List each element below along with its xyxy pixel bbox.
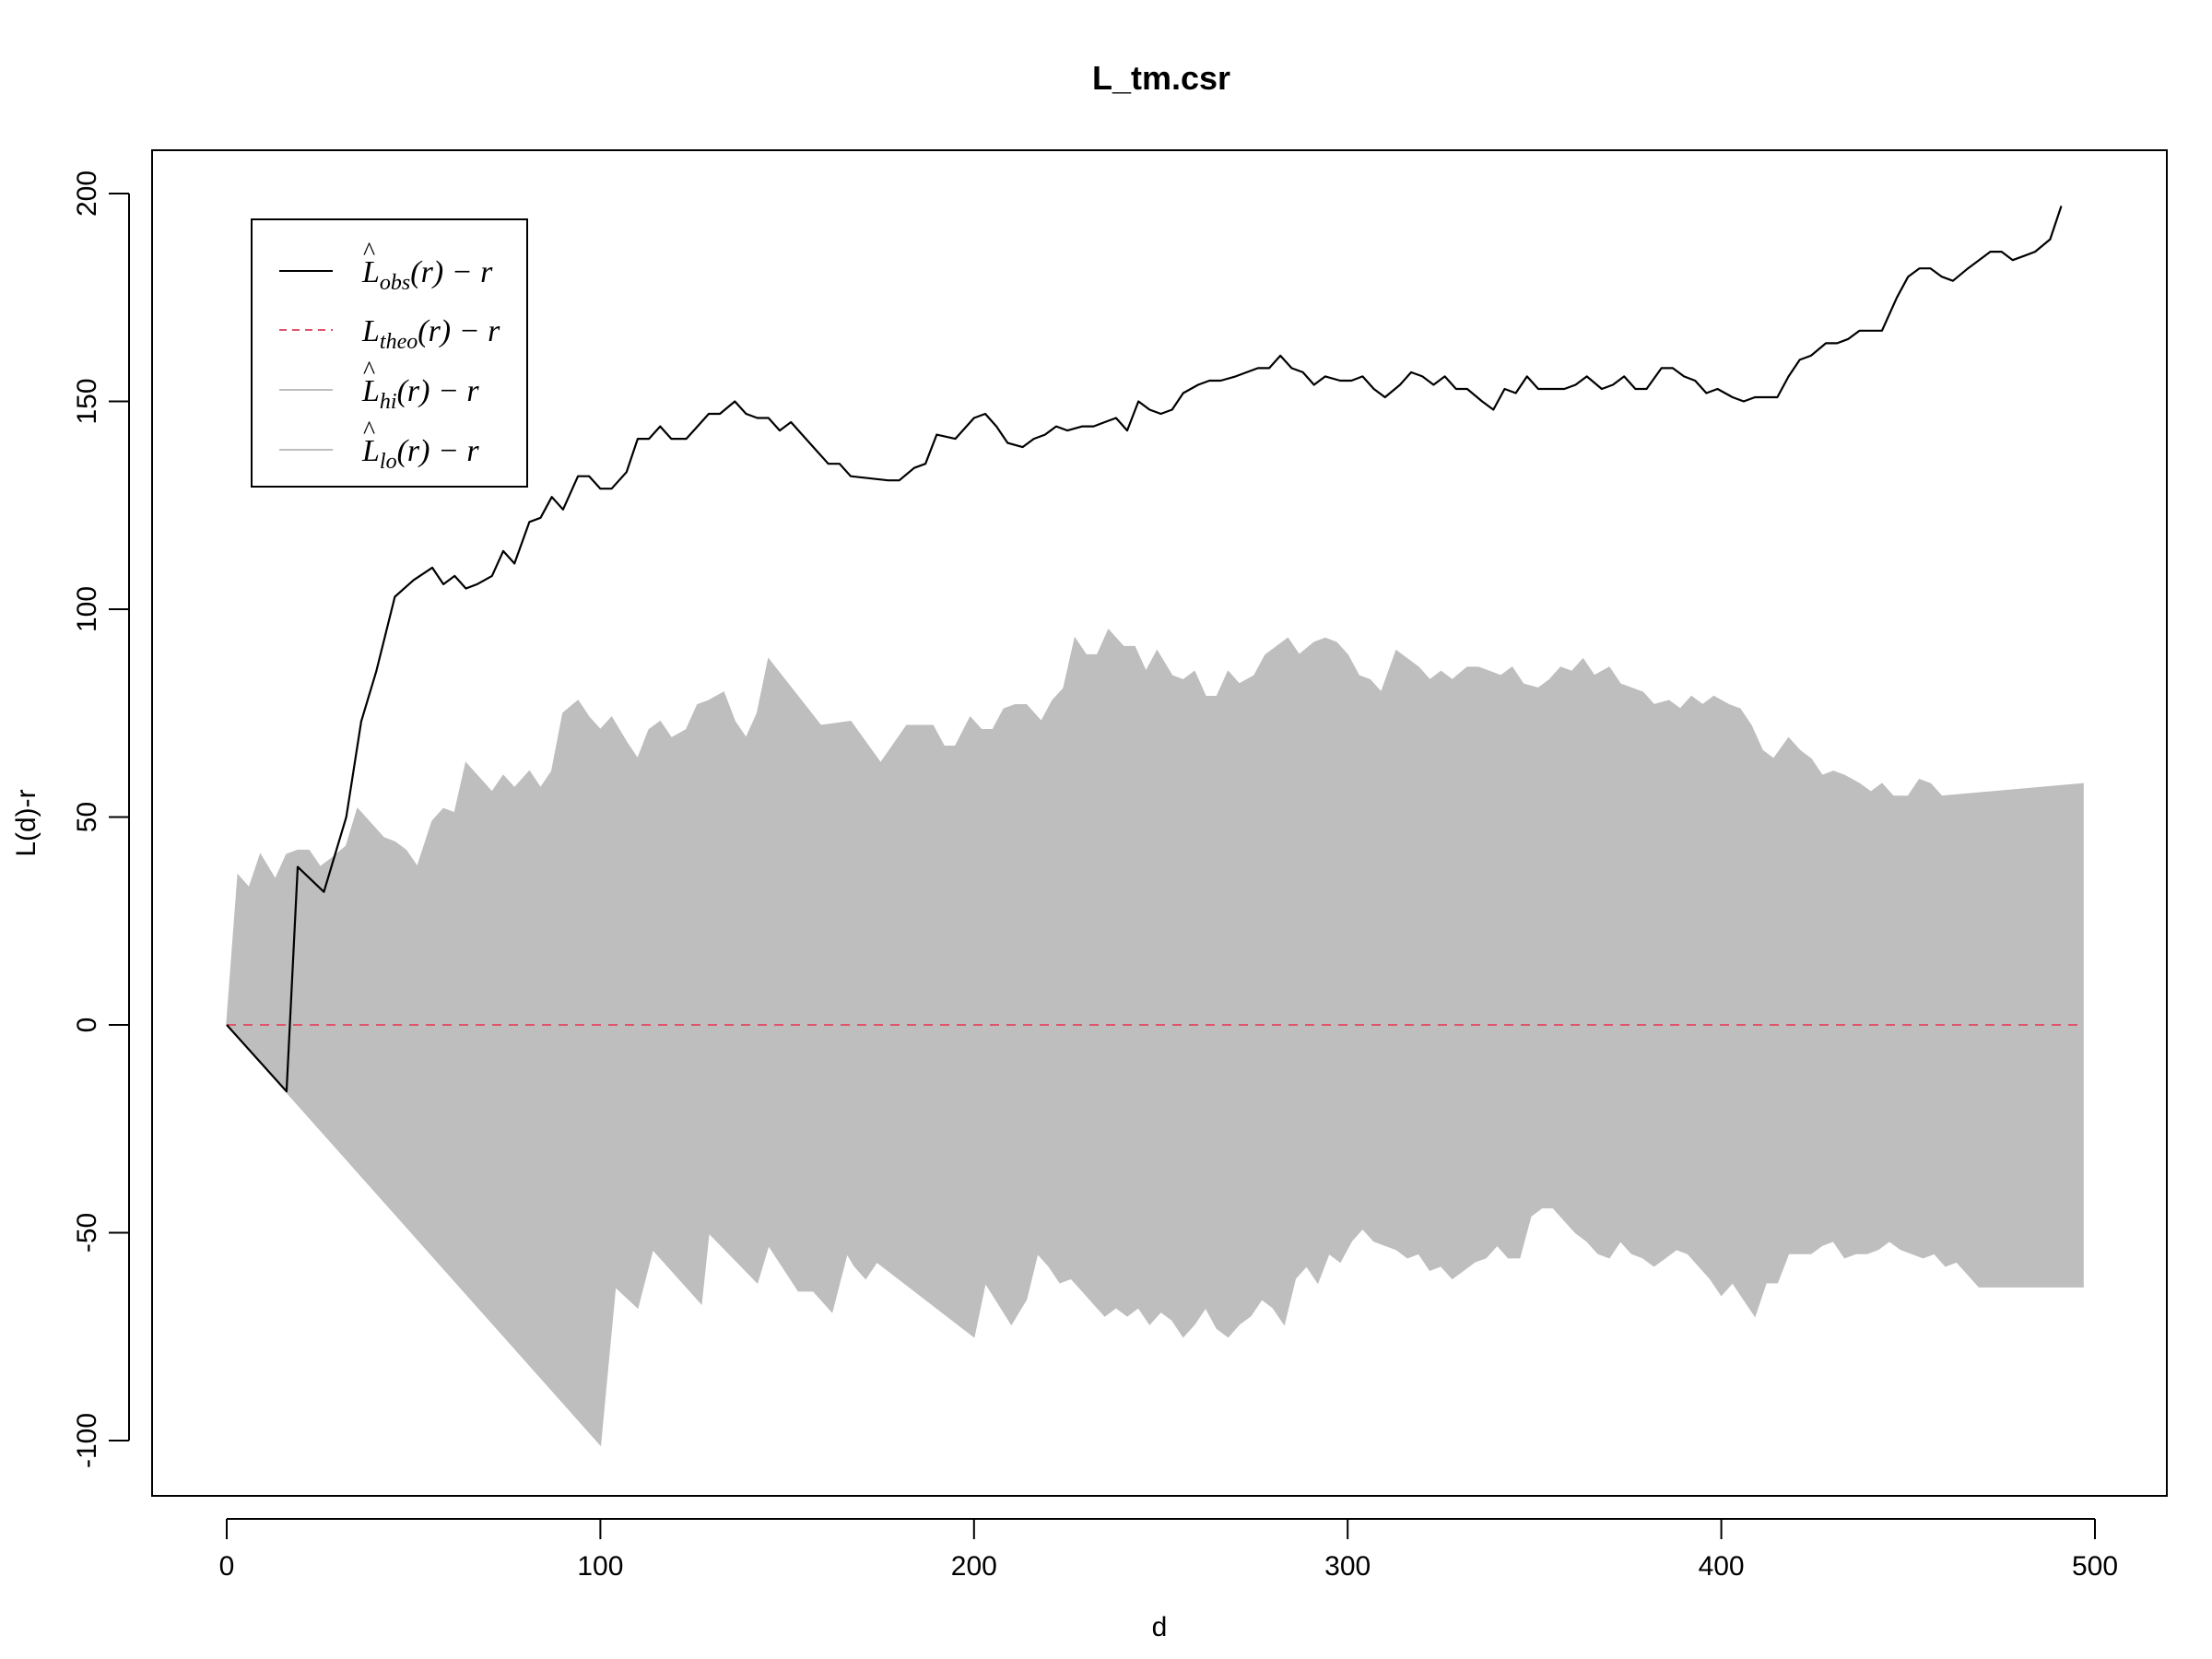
series-line-obs xyxy=(226,206,2063,1093)
legend-entry: Ltheo(r) − r xyxy=(279,314,500,354)
x-axis: 0 100 200 300 400 500 xyxy=(219,1518,2118,1582)
x-tick-label: 500 xyxy=(2072,1551,2118,1582)
legend-label: Lhi(r) − r xyxy=(361,374,479,414)
legend-subscript: obs xyxy=(380,271,410,295)
legend-entry: Llo(r) − r^ xyxy=(279,417,479,474)
legend-box xyxy=(251,218,528,488)
legend-suffix: (r) − r xyxy=(397,374,480,408)
legend-suffix: (r) − r xyxy=(397,434,480,468)
plot-frame xyxy=(151,149,2168,1497)
legend-entry: Lhi(r) − r^ xyxy=(279,357,479,414)
legend-subscript: lo xyxy=(380,450,397,474)
legend-suffix: (r) − r xyxy=(410,255,493,289)
legend-label: Llo(r) − r xyxy=(361,434,479,474)
series-layer xyxy=(226,206,2084,1093)
legend-subscript: hi xyxy=(380,390,397,414)
legend-hat: ^ xyxy=(363,238,375,266)
x-tick-label: 100 xyxy=(577,1551,623,1582)
y-tick-label: 50 xyxy=(72,802,102,832)
series-line-lo xyxy=(226,1024,2084,1447)
legend-label: Ltheo(r) − r xyxy=(361,314,500,354)
legend-suffix: (r) − r xyxy=(418,314,500,348)
series-line-hi xyxy=(226,629,2084,1026)
y-axis: -100 -50 0 50 100 150 200 xyxy=(72,171,130,1468)
legend-entry: Lobs(r) − r^ xyxy=(279,238,493,295)
legend-hat: ^ xyxy=(363,357,375,385)
y-tick-label: 0 xyxy=(72,1018,102,1033)
chart-title: L_tm.csr xyxy=(1092,59,1230,97)
legend-symbol: L xyxy=(361,314,380,348)
y-axis-label: L(d)-r xyxy=(11,789,41,856)
y-tick-label: 150 xyxy=(72,378,102,424)
legend-label: Lobs(r) − r xyxy=(361,255,493,295)
y-tick-label: -100 xyxy=(72,1413,102,1468)
legend-symbol: L xyxy=(361,434,380,468)
legend-hat: ^ xyxy=(363,417,375,445)
x-axis-label: d xyxy=(1152,1612,1168,1642)
x-tick-label: 200 xyxy=(951,1551,997,1582)
envelope-band xyxy=(227,629,2084,1445)
envelope-layer xyxy=(226,629,2084,1447)
legend-symbol: L xyxy=(361,255,380,289)
x-tick-label: 0 xyxy=(219,1551,235,1582)
legend-subscript: theo xyxy=(380,330,418,354)
legend-symbol: L xyxy=(361,374,380,408)
x-tick-label: 300 xyxy=(1324,1551,1371,1582)
y-tick-label: -50 xyxy=(72,1213,102,1253)
y-tick-label: 100 xyxy=(72,586,102,632)
y-tick-label: 200 xyxy=(72,171,102,217)
x-tick-label: 400 xyxy=(1699,1551,1745,1582)
